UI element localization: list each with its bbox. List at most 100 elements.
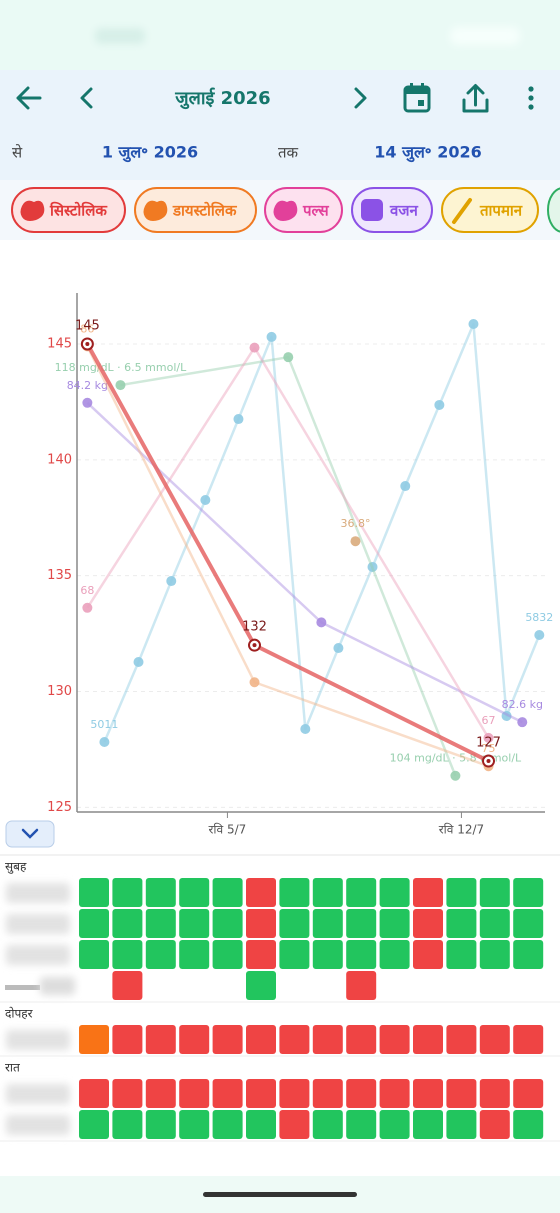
status-cell[interactable]: [212, 878, 243, 907]
status-cell[interactable]: [479, 909, 510, 938]
prev-month-button[interactable]: [80, 87, 93, 109]
status-cell[interactable]: [279, 878, 310, 907]
status-cell[interactable]: [312, 1079, 343, 1108]
status-cell[interactable]: [145, 940, 176, 969]
back-button[interactable]: [16, 86, 42, 110]
status-cell[interactable]: [179, 940, 210, 969]
status-cell[interactable]: [446, 909, 477, 938]
status-cell[interactable]: [212, 1025, 243, 1054]
status-cell[interactable]: [413, 1079, 443, 1108]
status-cell[interactable]: [179, 909, 210, 938]
status-cell[interactable]: [379, 1110, 410, 1139]
filter-chip[interactable]: वजन: [351, 187, 433, 233]
status-cell[interactable]: [79, 1110, 109, 1139]
status-cell[interactable]: [179, 1025, 210, 1054]
status-cell[interactable]: [379, 940, 410, 969]
status-cell[interactable]: [212, 909, 243, 938]
status-cell[interactable]: [246, 878, 276, 907]
status-cell[interactable]: [346, 1079, 377, 1108]
status-cell[interactable]: [279, 909, 310, 938]
collapse-button[interactable]: [5, 820, 55, 848]
status-cell[interactable]: [112, 878, 143, 907]
status-cell[interactable]: [112, 1025, 143, 1054]
status-cell[interactable]: [446, 940, 477, 969]
calendar-button[interactable]: [403, 83, 431, 113]
status-cell[interactable]: [179, 1110, 210, 1139]
more-button[interactable]: [528, 86, 534, 110]
filter-chip[interactable]: पल्स: [264, 187, 343, 233]
status-cell[interactable]: [379, 1025, 410, 1054]
status-cell[interactable]: [179, 878, 210, 907]
status-cell[interactable]: [379, 909, 410, 938]
status-cell[interactable]: [513, 1110, 544, 1139]
status-cell[interactable]: [179, 1079, 210, 1108]
status-cell[interactable]: [145, 1110, 176, 1139]
filter-chip[interactable]: तापमान: [441, 187, 539, 233]
status-cell[interactable]: [413, 940, 443, 969]
status-cell[interactable]: [279, 1110, 310, 1139]
status-cell[interactable]: [112, 940, 143, 969]
status-cell[interactable]: [145, 878, 176, 907]
status-cell[interactable]: [379, 878, 410, 907]
status-cell[interactable]: [246, 1079, 276, 1108]
status-cell[interactable]: [145, 1025, 176, 1054]
status-cell[interactable]: [446, 1025, 477, 1054]
share-button[interactable]: [462, 84, 489, 113]
status-cell[interactable]: [246, 1025, 276, 1054]
status-cell[interactable]: [79, 909, 109, 938]
status-cell[interactable]: [279, 1079, 310, 1108]
status-cell[interactable]: [212, 940, 243, 969]
status-cell[interactable]: [513, 1079, 544, 1108]
status-cell[interactable]: [279, 1025, 310, 1054]
status-cell[interactable]: [279, 940, 310, 969]
status-cell[interactable]: [312, 878, 343, 907]
from-date[interactable]: 1 जुल॰ 2026: [102, 143, 198, 163]
status-cell[interactable]: [112, 971, 143, 1000]
status-cell[interactable]: [479, 940, 510, 969]
status-cell[interactable]: [312, 1025, 343, 1054]
status-cell[interactable]: [346, 1025, 377, 1054]
chip-partial[interactable]: [547, 187, 560, 233]
filter-chip[interactable]: सिस्टोलिक: [11, 187, 126, 233]
status-cell[interactable]: [479, 878, 510, 907]
status-cell[interactable]: [413, 878, 443, 907]
status-cell[interactable]: [246, 940, 276, 969]
status-cell[interactable]: [346, 878, 377, 907]
status-cell[interactable]: [112, 1110, 143, 1139]
status-cell[interactable]: [212, 1110, 243, 1139]
status-cell[interactable]: [79, 1025, 109, 1054]
to-date[interactable]: 14 जुल॰ 2026: [374, 143, 481, 163]
status-cell[interactable]: [446, 878, 477, 907]
status-cell[interactable]: [513, 878, 544, 907]
status-cell[interactable]: [112, 909, 143, 938]
status-cell[interactable]: [312, 909, 343, 938]
next-month-button[interactable]: [354, 87, 367, 109]
status-cell[interactable]: [446, 1110, 477, 1139]
status-cell[interactable]: [513, 1025, 544, 1054]
status-cell[interactable]: [79, 878, 109, 907]
status-cell[interactable]: [312, 940, 343, 969]
status-cell[interactable]: [479, 1110, 510, 1139]
status-cell[interactable]: [413, 1110, 443, 1139]
status-cell[interactable]: [145, 909, 176, 938]
status-cell[interactable]: [479, 1079, 510, 1108]
status-cell[interactable]: [413, 1025, 443, 1054]
status-cell[interactable]: [246, 1110, 276, 1139]
status-cell[interactable]: [346, 940, 377, 969]
status-cell[interactable]: [145, 1079, 176, 1108]
status-cell[interactable]: [112, 1079, 143, 1108]
status-cell[interactable]: [79, 940, 109, 969]
status-cell[interactable]: [312, 1110, 343, 1139]
status-cell[interactable]: [246, 909, 276, 938]
status-cell[interactable]: [212, 1079, 243, 1108]
status-cell[interactable]: [513, 909, 544, 938]
filter-chip[interactable]: डायस्टोलिक: [134, 187, 257, 233]
status-cell[interactable]: [346, 1110, 377, 1139]
status-cell[interactable]: [346, 971, 377, 1000]
status-cell[interactable]: [79, 1079, 109, 1108]
status-cell[interactable]: [513, 940, 544, 969]
status-cell[interactable]: [246, 971, 276, 1000]
status-cell[interactable]: [413, 909, 443, 938]
status-cell[interactable]: [479, 1025, 510, 1054]
status-cell[interactable]: [379, 1079, 410, 1108]
